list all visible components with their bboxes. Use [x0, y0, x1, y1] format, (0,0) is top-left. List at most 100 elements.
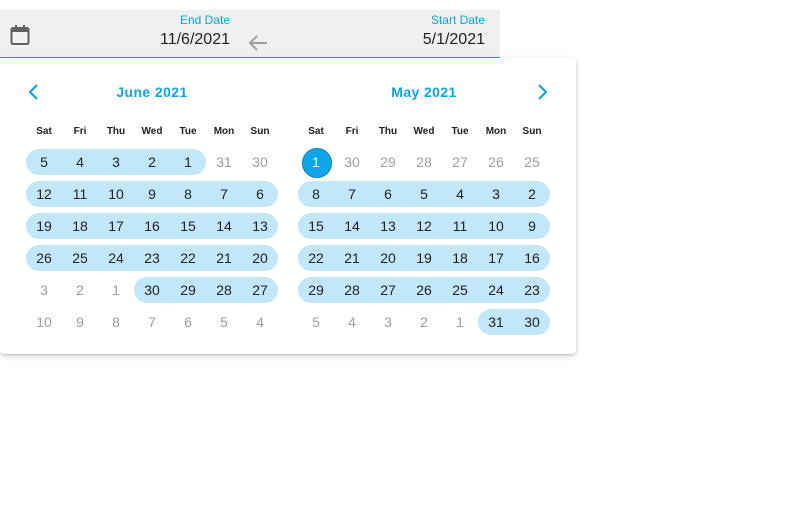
- day-cell[interactable]: 30: [242, 146, 278, 178]
- day-cell[interactable]: 1: [170, 146, 206, 178]
- day-cell[interactable]: 7: [134, 306, 170, 338]
- weekday-label: Tue: [451, 126, 469, 137]
- day-cell[interactable]: 19: [406, 242, 442, 274]
- day-cell[interactable]: 8: [170, 178, 206, 210]
- day-cell[interactable]: 20: [242, 242, 278, 274]
- day-cell[interactable]: 29: [298, 274, 334, 306]
- chevron-right-icon[interactable]: [532, 82, 552, 102]
- day-cell[interactable]: 12: [406, 210, 442, 242]
- day-cell[interactable]: 16: [134, 210, 170, 242]
- day-cell[interactable]: 16: [514, 242, 550, 274]
- day-cell[interactable]: 1: [442, 306, 478, 338]
- day-cell[interactable]: 12: [26, 178, 62, 210]
- day-cell[interactable]: 14: [334, 210, 370, 242]
- week-row: 26 25 24 23 22 21 20: [26, 242, 278, 274]
- day-cell[interactable]: 17: [478, 242, 514, 274]
- day-cell[interactable]: 10: [26, 306, 62, 338]
- day-cell[interactable]: 25: [442, 274, 478, 306]
- day-cell[interactable]: 24: [478, 274, 514, 306]
- day-cell[interactable]: 7: [334, 178, 370, 210]
- day-cell[interactable]: 28: [334, 274, 370, 306]
- day-cell[interactable]: 28: [206, 274, 242, 306]
- day-cell[interactable]: 2: [514, 178, 550, 210]
- day-cell[interactable]: 31: [478, 306, 514, 338]
- day-cell[interactable]: 29: [370, 146, 406, 178]
- day-cell[interactable]: 2: [134, 146, 170, 178]
- day-cell[interactable]: 6: [170, 306, 206, 338]
- start-date-value[interactable]: 5/1/2021: [422, 31, 485, 48]
- day-cell[interactable]: 4: [334, 306, 370, 338]
- day-cell[interactable]: 22: [170, 242, 206, 274]
- day-cell[interactable]: 15: [298, 210, 334, 242]
- day-cell[interactable]: 23: [514, 274, 550, 306]
- day-cell[interactable]: 26: [406, 274, 442, 306]
- day-cell[interactable]: 26: [26, 242, 62, 274]
- day-number: 2: [148, 154, 156, 170]
- day-cell[interactable]: 30: [334, 146, 370, 178]
- day-cell[interactable]: 1: [98, 274, 134, 306]
- day-cell[interactable]: 21: [206, 242, 242, 274]
- day-cell[interactable]: 6: [242, 178, 278, 210]
- day-cell[interactable]: 22: [298, 242, 334, 274]
- start-date-field[interactable]: Start Date 5/1/2021: [300, 10, 485, 59]
- day-cell[interactable]: 10: [98, 178, 134, 210]
- day-cell[interactable]: 4: [442, 178, 478, 210]
- day-cell[interactable]: 7: [206, 178, 242, 210]
- day-cell[interactable]: 27: [370, 274, 406, 306]
- day-cell[interactable]: 10: [478, 210, 514, 242]
- day-cell[interactable]: 25: [514, 146, 550, 178]
- day-cell[interactable]: 29: [170, 274, 206, 306]
- calendar-icon[interactable]: [10, 24, 30, 46]
- day-cell[interactable]: 30: [134, 274, 170, 306]
- day-cell[interactable]: 5: [298, 306, 334, 338]
- day-cell[interactable]: 5: [26, 146, 62, 178]
- day-cell[interactable]: 2: [62, 274, 98, 306]
- day-cell[interactable]: 3: [478, 178, 514, 210]
- end-date-field[interactable]: End Date 11/6/2021: [120, 10, 230, 58]
- day-cell[interactable]: 26: [478, 146, 514, 178]
- day-number: 24: [488, 282, 504, 298]
- day-cell[interactable]: 15: [170, 210, 206, 242]
- day-number: 4: [456, 186, 464, 202]
- day-cell[interactable]: 11: [442, 210, 478, 242]
- day-cell[interactable]: 31: [206, 146, 242, 178]
- day-cell[interactable]: 9: [514, 210, 550, 242]
- day-cell[interactable]: 11: [62, 178, 98, 210]
- end-date-value[interactable]: 11/6/2021: [160, 31, 230, 48]
- day-cell[interactable]: 3: [26, 274, 62, 306]
- day-cell[interactable]: 13: [242, 210, 278, 242]
- range-highlight: [26, 213, 278, 239]
- day-number: 31: [488, 314, 504, 330]
- day-cell[interactable]: 3: [98, 146, 134, 178]
- day-cell[interactable]: 18: [442, 242, 478, 274]
- day-cell[interactable]: 13: [370, 210, 406, 242]
- day-cell[interactable]: 9: [62, 306, 98, 338]
- day-cell[interactable]: 18: [62, 210, 98, 242]
- day-cell[interactable]: 17: [98, 210, 134, 242]
- date-range-input[interactable]: End Date 11/6/2021 Start Date 5/1/2021: [0, 10, 500, 59]
- day-cell[interactable]: 27: [242, 274, 278, 306]
- day-number: 30: [144, 282, 160, 298]
- day-cell[interactable]: 6: [370, 178, 406, 210]
- day-cell[interactable]: 5: [206, 306, 242, 338]
- day-cell[interactable]: 28: [406, 146, 442, 178]
- day-cell[interactable]: 5: [406, 178, 442, 210]
- day-cell[interactable]: 30: [514, 306, 550, 338]
- day-cell[interactable]: 23: [134, 242, 170, 274]
- day-cell[interactable]: 14: [206, 210, 242, 242]
- day-cell[interactable]: 9: [134, 178, 170, 210]
- day-cell[interactable]: 4: [242, 306, 278, 338]
- day-cell-selected[interactable]: 1: [298, 146, 334, 178]
- day-cell[interactable]: 21: [334, 242, 370, 274]
- chevron-left-icon[interactable]: [24, 82, 44, 102]
- day-cell[interactable]: 24: [98, 242, 134, 274]
- day-cell[interactable]: 27: [442, 146, 478, 178]
- day-cell[interactable]: 20: [370, 242, 406, 274]
- day-cell[interactable]: 4: [62, 146, 98, 178]
- day-cell[interactable]: 19: [26, 210, 62, 242]
- day-cell[interactable]: 25: [62, 242, 98, 274]
- day-cell[interactable]: 3: [370, 306, 406, 338]
- day-cell[interactable]: 8: [98, 306, 134, 338]
- day-cell[interactable]: 8: [298, 178, 334, 210]
- day-cell[interactable]: 2: [406, 306, 442, 338]
